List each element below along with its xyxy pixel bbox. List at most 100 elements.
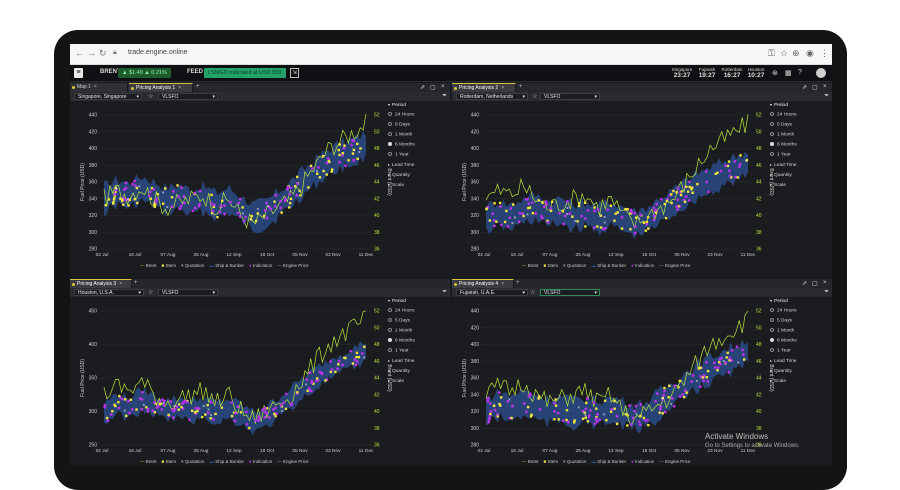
tab-pricing-analysis-2[interactable]: Pricing Analysis 2 ×: [452, 83, 516, 92]
period-option[interactable]: 24 Hours: [770, 308, 796, 313]
period-option[interactable]: 6 Months: [388, 338, 415, 343]
feed-expand-icon[interactable]: ⇲: [290, 68, 299, 78]
favorite-star-icon[interactable]: ☆: [532, 94, 538, 100]
tab-pricing-analysis-4[interactable]: Pricing Analysis 4 ×: [452, 279, 514, 288]
legend-item[interactable]: ■ Stem: [161, 263, 177, 268]
scale-toggle[interactable]: ▸ Scale: [770, 378, 787, 384]
location-select[interactable]: Singapore, Singapore ▾: [74, 93, 142, 100]
tab-map-1[interactable]: Map 1 ×: [70, 83, 128, 92]
maximize-icon[interactable]: ▢: [812, 85, 818, 91]
lead-time-toggle[interactable]: ▸ Lead Time: [770, 358, 797, 364]
star-icon[interactable]: ☆: [780, 48, 789, 58]
period-option[interactable]: 1 Month: [770, 328, 794, 333]
legend-item[interactable]: × Quotation: [181, 459, 205, 464]
period-option[interactable]: 6 Months: [388, 142, 415, 147]
quantity-toggle[interactable]: ▸ Quantity: [388, 172, 410, 178]
legend-item[interactable]: ▬ Ship & Bunker: [209, 263, 244, 268]
legend-item[interactable]: ● Indication: [630, 263, 655, 268]
reload-icon[interactable]: ↻: [99, 48, 107, 58]
legend-item[interactable]: × Quotation: [563, 459, 587, 464]
legend-item[interactable]: — Engine Price: [659, 459, 691, 464]
forward-icon[interactable]: →: [87, 48, 96, 58]
extension-icon[interactable]: ⊕: [792, 48, 800, 58]
quantity-toggle[interactable]: ▸ Quantity: [388, 368, 410, 374]
close-icon[interactable]: ×: [441, 84, 445, 90]
lead-time-toggle[interactable]: ▸ Lead Time: [388, 358, 415, 364]
menu-icon[interactable]: ⋮: [820, 48, 829, 58]
period-option[interactable]: 1 Year: [770, 348, 791, 353]
period-option[interactable]: 6 Months: [770, 338, 797, 343]
period-option[interactable]: 5 Days: [770, 122, 792, 127]
period-option[interactable]: 6 Months: [770, 142, 797, 147]
period-option[interactable]: 1 Month: [388, 132, 412, 137]
legend-item[interactable]: — Brent: [140, 263, 157, 268]
location-select[interactable]: Fujairah, U.A.E. ▾: [456, 289, 528, 296]
legend-item[interactable]: ▬ Ship & Bunker: [591, 263, 626, 268]
product-select[interactable]: VLSFO ▾: [158, 93, 218, 100]
filter-icon[interactable]: ⏷: [824, 289, 829, 295]
location-select[interactable]: Rotterdam, Netherlands ▾: [456, 93, 528, 100]
maximize-icon[interactable]: ▢: [430, 85, 436, 91]
scale-toggle[interactable]: ▸ Scale: [388, 378, 405, 384]
period-option[interactable]: 24 Hours: [388, 112, 414, 117]
lead-time-toggle[interactable]: ▸ Lead Time: [770, 162, 797, 168]
help-icon[interactable]: ?: [798, 69, 802, 76]
address-bar[interactable]: trade.engine.online: [128, 49, 188, 56]
feed-value[interactable]: LSMGO indicated at USD 559: [204, 68, 286, 78]
period-option[interactable]: 24 Hours: [770, 112, 796, 117]
tab-pricing-analysis-1[interactable]: Pricing Analysis 1 ×: [129, 83, 193, 92]
favorite-star-icon[interactable]: ☆: [530, 290, 536, 296]
price-chart[interactable]: 250 300 350 400 450 36 38 40 42 44 46 48 50 52 02 Jul 1…: [70, 297, 450, 465]
hamburger-icon[interactable]: ≡: [74, 68, 83, 78]
period-toggle[interactable]: ▾ Period: [388, 298, 406, 304]
location-select[interactable]: Houston, U.S.A. ▾: [74, 289, 144, 296]
legend-item[interactable]: × Quotation: [563, 263, 587, 268]
maximize-icon[interactable]: ▢: [812, 281, 818, 287]
tab-pricing-analysis-3[interactable]: Pricing Analysis 3 ×: [70, 279, 132, 288]
legend-item[interactable]: — Brent: [140, 459, 157, 464]
popout-icon[interactable]: ⇗: [802, 85, 808, 91]
popout-icon[interactable]: ⇗: [802, 281, 808, 287]
legend-item[interactable]: ■ Stem: [543, 459, 559, 464]
period-toggle[interactable]: ▾ Period: [770, 102, 788, 108]
add-tab-icon[interactable]: +: [134, 280, 138, 286]
legend-item[interactable]: ■ Stem: [161, 459, 177, 464]
legend-item[interactable]: ■ Stem: [543, 263, 559, 268]
lead-time-toggle[interactable]: ▸ Lead Time: [388, 162, 415, 168]
filter-icon[interactable]: ⏷: [442, 289, 447, 295]
period-option[interactable]: 1 Year: [388, 348, 409, 353]
favorite-star-icon[interactable]: ☆: [148, 94, 154, 100]
price-chart[interactable]: 280 300 320 340 360 380 400 420 440 36 38 40 42 44 46 4…: [70, 101, 450, 271]
legend-item[interactable]: — Engine Price: [277, 459, 309, 464]
product-select[interactable]: VLSFO ▾: [540, 93, 600, 100]
add-tab-icon[interactable]: +: [196, 84, 200, 90]
legend-item[interactable]: — Brent: [522, 459, 539, 464]
add-tab-icon[interactable]: +: [516, 280, 520, 286]
globe-icon[interactable]: ⊛: [772, 70, 778, 77]
product-select[interactable]: VLSFO ▾: [158, 289, 218, 296]
period-option[interactable]: 1 Year: [770, 152, 791, 157]
avatar[interactable]: [816, 68, 826, 78]
legend-item[interactable]: — Engine Price: [277, 263, 309, 268]
filter-icon[interactable]: ⏷: [824, 93, 829, 99]
legend-item[interactable]: ● Indication: [248, 263, 273, 268]
legend-item[interactable]: — Engine Price: [659, 263, 691, 268]
filter-icon[interactable]: ⏷: [442, 93, 447, 99]
quantity-toggle[interactable]: ▸ Quantity: [770, 368, 792, 374]
legend-item[interactable]: ▬ Ship & Bunker: [591, 459, 626, 464]
scale-toggle[interactable]: ▸ Scale: [770, 182, 787, 188]
product-select[interactable]: VLSFO ▾: [540, 289, 600, 296]
period-option[interactable]: 5 Days: [770, 318, 792, 323]
key-icon[interactable]: ⚿: [768, 48, 775, 58]
price-chart[interactable]: 280 300 320 340 360 380 400 420 440 36 38 40 42 44 46 4…: [452, 297, 832, 465]
legend-item[interactable]: ● Indication: [248, 459, 273, 464]
period-option[interactable]: 24 Hours: [388, 308, 414, 313]
legend-item[interactable]: ● Indication: [630, 459, 655, 464]
add-tab-icon[interactable]: +: [519, 84, 523, 90]
scale-toggle[interactable]: ▸ Scale: [388, 182, 405, 188]
close-icon[interactable]: ×: [823, 84, 827, 90]
period-toggle[interactable]: ▾ Period: [770, 298, 788, 304]
legend-item[interactable]: × Quotation: [181, 263, 205, 268]
period-toggle[interactable]: ▾ Period: [388, 102, 406, 108]
legend-item[interactable]: ▬ Ship & Bunker: [209, 459, 244, 464]
